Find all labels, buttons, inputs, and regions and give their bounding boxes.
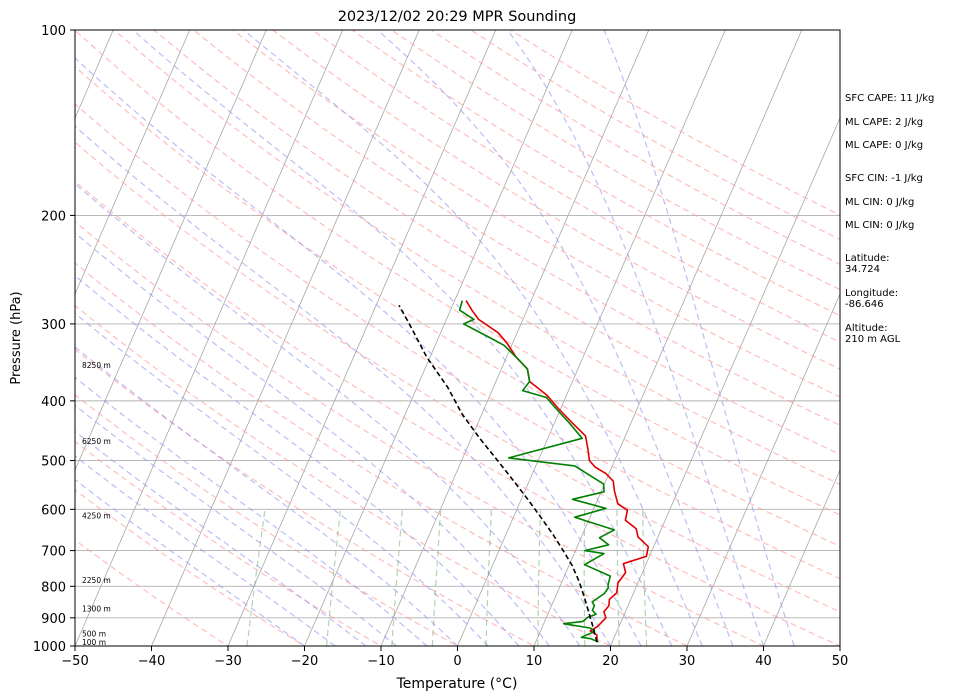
latitude-label: Latitude: — [845, 253, 890, 264]
isotherm-line — [610, 116, 840, 646]
x-tick-label: −30 — [214, 654, 241, 669]
parcel-line — [398, 305, 598, 643]
isotherm-line — [380, 30, 650, 646]
moist-adiabat-line — [75, 312, 489, 646]
moist-adiabat-line — [75, 274, 520, 646]
ml-cape-label-2: ML CAPE: 0 J/kg — [845, 140, 924, 151]
x-axis-label: Temperature (°C) — [396, 676, 518, 692]
moist-adiabat-line — [377, 30, 734, 646]
isotherm-line — [304, 30, 573, 646]
chart-title: 2023/12/02 20:29 MPR Sounding — [338, 9, 577, 25]
moist-adiabat-line — [75, 404, 397, 646]
background-grid — [75, 30, 840, 646]
dry-adiabat-line — [312, 30, 840, 343]
moist-adiabat-line — [243, 30, 703, 646]
sounding-lines — [398, 300, 650, 643]
dry-adiabat-line — [75, 394, 459, 646]
dewpoint-line — [458, 300, 616, 643]
ml-cape-label-1: ML CAPE: 2 J/kg — [845, 117, 924, 128]
dry-adiabat-line — [75, 220, 765, 646]
isotherm-line — [75, 30, 267, 471]
isotherm-line — [227, 30, 497, 646]
x-tick-label: 0 — [453, 654, 461, 669]
y-tick-label: 200 — [41, 209, 66, 224]
isotherm-line — [686, 292, 840, 646]
dry-adiabat-line — [75, 348, 536, 646]
height-label: 100 m — [82, 638, 106, 647]
isotherm-line — [75, 30, 344, 646]
dry-adiabat-line — [153, 30, 840, 456]
y-tick-label: 100 — [41, 24, 66, 39]
moist-adiabat-line — [603, 30, 795, 646]
isotherm-line — [151, 30, 420, 646]
x-tick-label: 10 — [526, 654, 543, 669]
x-tick-label: 50 — [832, 654, 849, 669]
height-label: 6250 m — [82, 437, 111, 446]
y-tick-label: 400 — [41, 395, 66, 410]
isotherm-line — [763, 468, 840, 646]
dry-adiabat-line — [193, 30, 840, 427]
y-tick-label: 700 — [41, 545, 66, 560]
height-label: 500 m — [82, 630, 106, 639]
y-tick-label: 300 — [41, 318, 66, 333]
sfc-cin-label: SFC CIN: -1 J/kg — [845, 173, 923, 184]
y-tick-label: 500 — [41, 455, 66, 470]
altitude-label: Altitude: — [845, 323, 888, 334]
moist-adiabat-line — [75, 232, 550, 646]
x-tick-label: −20 — [291, 654, 318, 669]
height-label: 4250 m — [82, 512, 111, 521]
sfc-cape-label: SFC CAPE: 11 J/kg — [845, 93, 935, 104]
y-axis-label: Pressure (hPa) — [9, 291, 24, 384]
moist-adiabat-line — [75, 478, 305, 646]
moist-adiabat-line — [75, 430, 367, 646]
y-tick-label: 800 — [41, 580, 66, 595]
isotherm-line — [457, 30, 726, 646]
height-label: 1300 m — [82, 605, 111, 614]
dry-adiabat-line — [272, 30, 840, 370]
ml-cin-label-2: ML CIN: 0 J/kg — [845, 220, 915, 231]
x-tick-label: 30 — [679, 654, 696, 669]
longitude-value: -86.646 — [845, 299, 884, 310]
x-tick-label: 40 — [755, 654, 772, 669]
moist-adiabat-line — [75, 376, 428, 646]
y-tick-label: 1000 — [33, 640, 66, 655]
ml-cin-label-1: ML CIN: 0 J/kg — [845, 197, 915, 208]
moist-adiabat-line — [507, 30, 765, 646]
dry-adiabat-line — [391, 30, 840, 291]
axes: −50 −40 −30 −20 −10 0 10 20 30 40 50 100 200 300 400 50… — [33, 24, 848, 669]
longitude-label: Longitude: — [845, 288, 899, 299]
dry-adiabat-line — [75, 489, 306, 646]
dry-adiabat-line — [75, 539, 230, 646]
y-tick-label: 600 — [41, 503, 66, 518]
moist-adiabat-line — [75, 455, 336, 646]
y-tick-label: 900 — [41, 612, 66, 627]
moist-adiabat-line — [75, 182, 581, 646]
moist-adiabat-line — [75, 125, 612, 646]
dry-adiabat-line — [75, 30, 840, 516]
mixing-ratio-line — [246, 509, 266, 646]
moist-adiabat-line — [75, 346, 458, 646]
x-tick-label: −10 — [367, 654, 394, 669]
dry-adiabat-line — [75, 180, 840, 646]
height-label: 8250 m — [82, 361, 111, 370]
moist-adiabat-line — [75, 57, 642, 646]
altitude-value: 210 m AGL — [845, 334, 901, 345]
dry-adiabat-line — [75, 141, 840, 613]
dry-adiabat-line — [75, 65, 840, 547]
x-tick-label: −50 — [61, 654, 88, 669]
x-tick-label: −40 — [138, 654, 165, 669]
x-tick-label: 20 — [602, 654, 619, 669]
height-label: 2250 m — [82, 576, 111, 585]
latitude-value: 34.724 — [845, 264, 880, 275]
dry-adiabat-line — [75, 304, 612, 646]
